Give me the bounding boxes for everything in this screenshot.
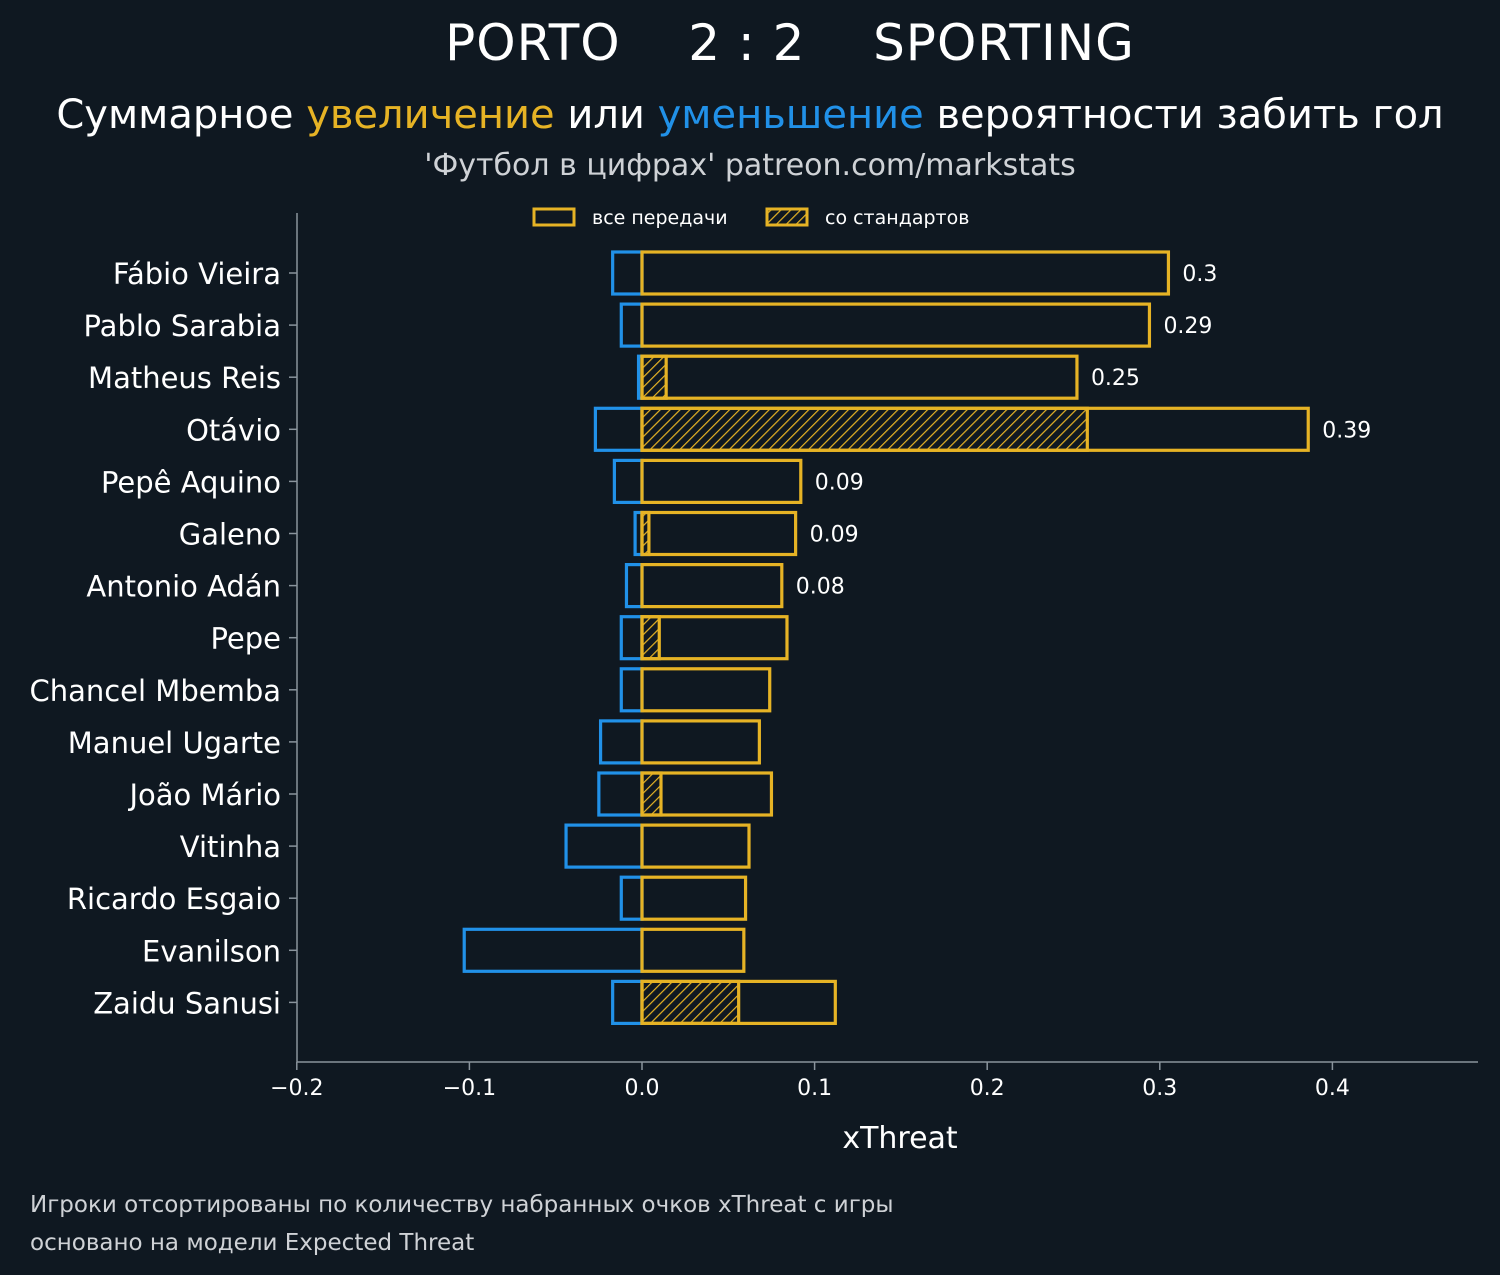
y-axis-labels: Fábio Vieira Pablo Sarabia Matheus Reis Otá…: [29, 257, 297, 1020]
bar-negative: [619, 875, 644, 921]
away-team: SPORTING: [873, 14, 1135, 72]
x-axis: −0.2 −0.1 0.0 0.1 0.2 0.3 0.4: [270, 1062, 1350, 1101]
home-team: PORTO: [445, 14, 621, 72]
player-label: Pepe: [210, 622, 281, 656]
bar-negative: [619, 667, 644, 713]
player-label: Chancel Mbemba: [29, 674, 281, 708]
x-tick-label: 0.4: [1315, 1076, 1350, 1101]
legend-label-set-pieces: со стандартов: [825, 207, 969, 229]
x-tick-label: −0.2: [270, 1076, 323, 1101]
bar-set-pieces: [640, 979, 741, 1026]
bar-negative: [597, 771, 644, 817]
player-label: Otávio: [186, 413, 281, 447]
player-label: Manuel Ugarte: [68, 726, 281, 760]
bar-positive: [640, 406, 1310, 452]
bar-value-label: 0.3: [1182, 262, 1217, 287]
source-credit: 'Футбол в цифрах' patreon.com/markstats: [424, 148, 1076, 183]
bar-positive: [640, 667, 772, 713]
player-label: Pepê Aquino: [101, 465, 281, 499]
player-label: Vitinha: [180, 830, 281, 864]
player-label: Zaidu Sanusi: [93, 986, 281, 1020]
x-tick-label: 0.0: [625, 1076, 660, 1101]
bar-negative: [564, 823, 644, 869]
x-tick-label: 0.3: [1142, 1076, 1177, 1101]
player-label: Ricardo Esgaio: [67, 882, 281, 916]
bar-positive: [640, 354, 1079, 400]
bar-positive: [640, 302, 1152, 348]
bar-negative: [598, 719, 644, 765]
bar-negative: [462, 927, 644, 973]
legend-swatch-outline: [532, 207, 576, 227]
x-axis-title: xThreat: [842, 1121, 958, 1156]
x-tick-label: −0.1: [443, 1076, 496, 1101]
legend-swatch-hatched: [765, 207, 809, 227]
bar-set-pieces: [640, 615, 661, 661]
bar-negative: [624, 562, 644, 609]
bar-positive: [640, 823, 751, 869]
bars-group: 0.3 0.29 0.25 0.39 0.09 0.09 0.08: [462, 250, 1371, 1026]
subtitle-increase-word: увеличение: [306, 92, 555, 138]
bar-set-pieces: [640, 771, 663, 817]
bar-positive: [640, 719, 761, 765]
bar-negative: [612, 458, 644, 504]
bar-value-label: 0.09: [815, 470, 864, 495]
bar-positive: [640, 771, 774, 817]
legend-label-all-passes: все передачи: [592, 207, 728, 229]
player-label: Matheus Reis: [88, 361, 281, 395]
bar-value-label: 0.25: [1091, 366, 1140, 391]
footnote: Игроки отсортированы по количеству набра…: [30, 1186, 894, 1262]
bar-positive: [640, 615, 789, 661]
bar-positive: [640, 510, 798, 557]
bar-positive: [640, 875, 748, 921]
bar-positive: [640, 927, 746, 973]
bar-positive: [640, 979, 837, 1026]
subtitle-decrease-word: уменьшение: [657, 92, 924, 138]
bar-negative: [611, 979, 644, 1026]
bar-positive: [640, 562, 784, 609]
x-tick-label: 0.1: [797, 1076, 832, 1101]
bar-negative: [611, 250, 644, 296]
bar-negative: [619, 615, 644, 661]
player-label: Fábio Vieira: [113, 257, 281, 291]
player-label: João Mário: [127, 778, 281, 812]
match-score: 2 : 2: [688, 14, 806, 72]
bar-negative: [619, 302, 644, 348]
subtitle-text: Суммарное: [56, 92, 307, 138]
subtitle-text: вероятности забить гол: [923, 92, 1444, 138]
bar-value-label: 0.09: [810, 523, 859, 548]
bar-set-pieces: [640, 406, 1089, 452]
player-label: Antonio Adán: [86, 570, 281, 604]
chart-legend: все передачи со стандартов: [532, 207, 969, 229]
subtitle-text: или: [554, 92, 658, 138]
footnote-line-2: основано на модели Expected Threat: [30, 1230, 475, 1256]
bar-value-label: 0.08: [796, 575, 845, 600]
chart-subtitle: Суммарное увеличение или уменьшение веро…: [0, 92, 1500, 138]
player-label: Galeno: [179, 518, 281, 552]
footnote-line-1: Игроки отсортированы по количеству набра…: [30, 1192, 894, 1218]
bar-value-label: 0.39: [1322, 418, 1371, 443]
match-title: PORTO 2 : 2 SPORTING: [0, 14, 1500, 72]
bar-negative: [593, 406, 644, 452]
bar-value-label: 0.29: [1163, 314, 1212, 339]
player-label: Evanilson: [142, 934, 281, 968]
x-tick-label: 0.2: [970, 1076, 1005, 1101]
player-label: Pablo Sarabia: [84, 309, 282, 343]
bar-set-pieces: [640, 354, 668, 400]
bar-positive: [640, 458, 803, 504]
bar-positive: [640, 250, 1171, 296]
